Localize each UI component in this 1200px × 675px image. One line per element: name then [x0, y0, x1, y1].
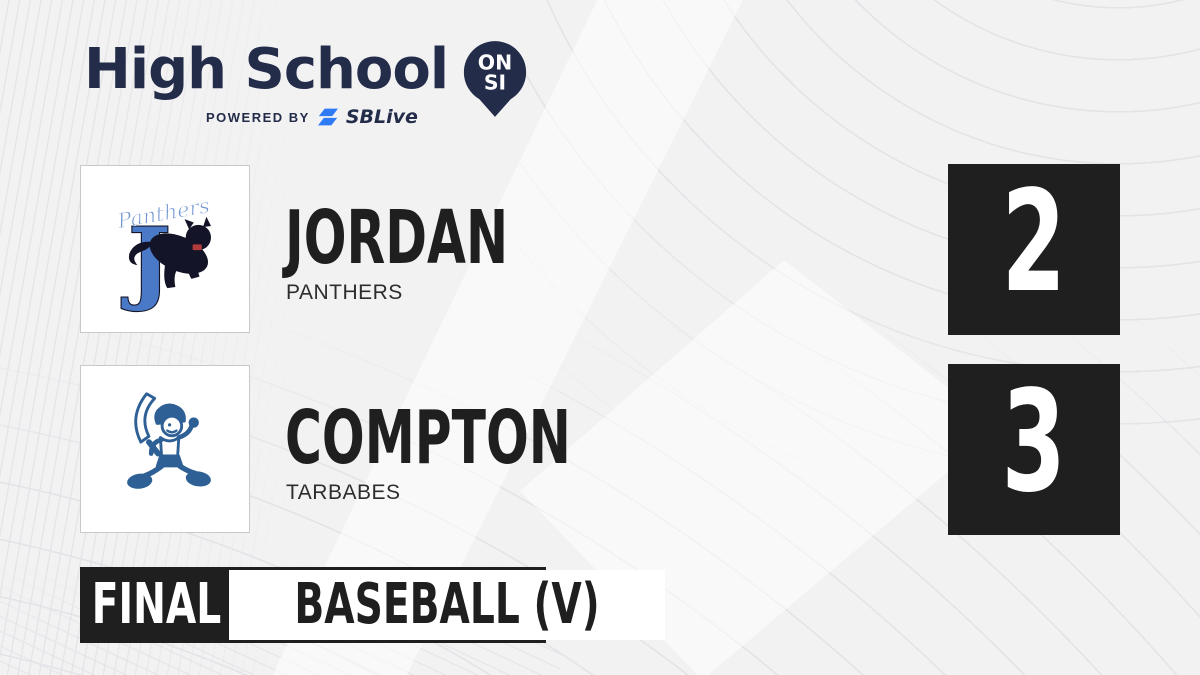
brand-header: High School ON SI: [84, 40, 530, 118]
powered-by-label: POWERED BY: [206, 109, 310, 125]
event-type-box: BASEBALL (V): [229, 570, 666, 640]
on-si-location-pin-icon: ON SI: [463, 41, 527, 117]
pin-text-si: SI: [484, 71, 506, 95]
team-name-jordan: JORDAN: [285, 195, 509, 281]
svg-text:J: J: [121, 210, 170, 315]
final-status-box: FINAL: [83, 570, 229, 640]
jordan-logo-box: J Panthers: [80, 165, 250, 333]
final-status-label: FINAL: [91, 572, 221, 637]
game-status-badge: FINAL BASEBALL (V): [80, 567, 666, 643]
score-box-jordan: 2: [948, 164, 1120, 335]
jordan-panthers-crest-icon: J Panthers: [114, 193, 211, 316]
team-mascot-jordan: PANTHERS: [286, 281, 403, 304]
score-jordan: 2: [1001, 160, 1067, 324]
team-mascot-compton: TARBABES: [286, 481, 401, 504]
compton-logo-box: [80, 365, 250, 533]
sblive-wordmark: SBLive: [345, 106, 418, 128]
score-compton: 3: [1001, 360, 1067, 524]
sblive-bolt-icon: [317, 108, 338, 126]
pin-text-on: ON: [478, 50, 512, 74]
event-type-label: BASEBALL (V): [294, 572, 600, 637]
team-name-compton: COMPTON: [285, 395, 571, 481]
brand-title: High School: [84, 37, 449, 102]
score-box-compton: 3: [948, 364, 1120, 535]
compton-tarbabes-mascot-icon: [127, 392, 211, 489]
powered-by-row: POWERED BY SBLive: [206, 106, 418, 128]
